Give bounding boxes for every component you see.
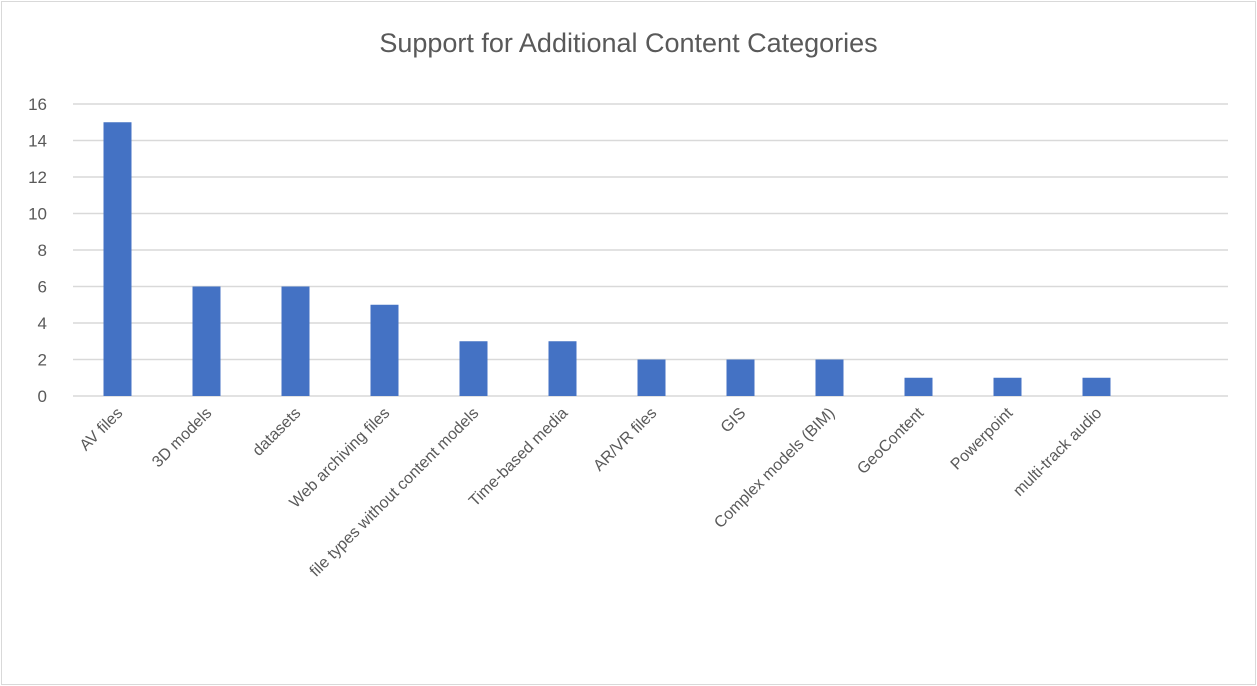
gridlines (73, 103, 1228, 397)
bar-0 (103, 122, 132, 396)
x-category-label: file types without content models (307, 405, 483, 581)
y-tick-label: 12 (28, 168, 47, 187)
y-tick-labels: 0 2 4 6 8 10 12 14 16 (28, 95, 47, 406)
y-tick-label: 2 (38, 351, 47, 370)
bar-7 (726, 359, 755, 396)
bar-3 (370, 304, 399, 396)
bar-5 (548, 341, 577, 396)
bar-9 (904, 377, 933, 396)
bars (103, 122, 1111, 396)
x-category-label: GeoContent (854, 404, 927, 477)
y-tick-label: 6 (38, 278, 47, 297)
y-tick-label: 8 (38, 241, 47, 260)
x-category-label: GIS (718, 405, 750, 437)
x-category-label: datasets (250, 405, 305, 460)
bar-10 (993, 377, 1022, 396)
bar-8 (815, 359, 844, 396)
y-tick-label: 0 (38, 387, 47, 406)
y-tick-label: 16 (28, 95, 47, 114)
chart-title: Support for Additional Content Categorie… (379, 28, 878, 58)
x-category-label: Web archiving files (287, 405, 394, 512)
x-category-label: Powerpoint (948, 404, 1017, 473)
x-category-label: AR/VR files (590, 405, 660, 475)
bar-6 (637, 359, 666, 396)
y-tick-label: 14 (28, 132, 47, 151)
y-tick-label: 10 (28, 205, 47, 224)
bar-1 (192, 286, 221, 396)
bar-4 (459, 341, 488, 396)
bar-11 (1082, 377, 1111, 396)
x-category-label: AV files (77, 405, 127, 455)
x-category-label: multi-track audio (1010, 405, 1105, 500)
x-category-label: 3D models (149, 405, 215, 471)
y-tick-label: 4 (38, 314, 47, 333)
x-category-label: Time-based media (466, 405, 571, 510)
bar-2 (281, 286, 310, 396)
